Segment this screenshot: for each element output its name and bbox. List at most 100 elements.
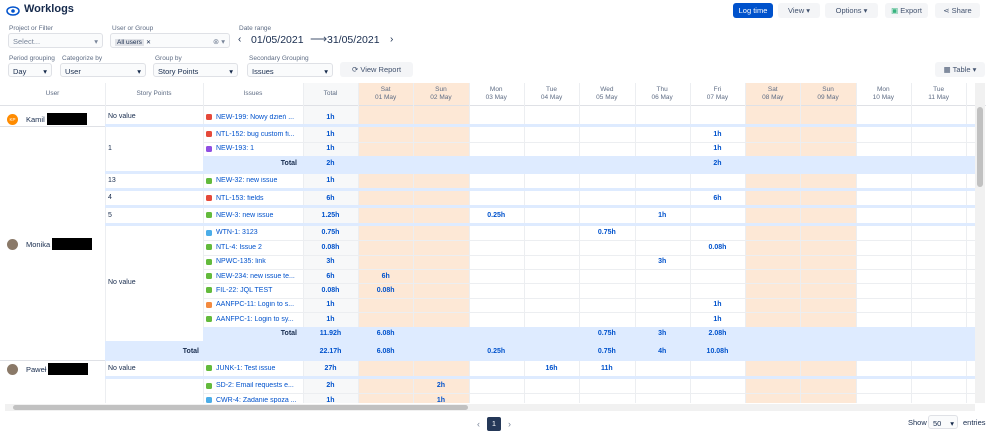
day-value: 16h [545,364,558,372]
secondary-select[interactable]: Issues ▾ [247,63,333,77]
day-value: 6h [713,194,722,202]
day-header: Sat [767,86,778,93]
total-value: 1h [326,177,335,185]
issue-icon [206,177,212,184]
group-select[interactable]: Story Points ▾ [153,63,238,77]
entries-select[interactable]: 50 ▾ [928,415,958,429]
issue-link[interactable]: WTN-1: 3123 [216,229,258,237]
log-time-button[interactable]: Log time [733,3,773,18]
issue-link[interactable]: SD-2: Email requests e... [216,382,294,390]
day-value: 2h [436,382,446,390]
period-select[interactable]: Day ▾ [8,63,52,77]
next-page[interactable]: › [508,419,511,429]
issue-link[interactable]: NPWC-135: link [216,258,266,266]
story-points: 13 [108,176,116,184]
day-value: 0.08h [376,286,395,294]
value: Day [13,67,27,76]
share-button[interactable]: ⋖ Share [935,3,980,18]
issue-icon [206,397,212,403]
group-band [105,188,975,191]
avatar [7,364,18,376]
column-border [523,83,525,403]
issue-link[interactable]: NTL-4: Issue 2 [216,243,262,251]
issue-link[interactable]: NEW-193: 1 [216,145,254,153]
label: View [788,6,805,15]
label: Group by [155,55,182,62]
issue-link[interactable]: NEW-199: Nowy dzień ... [216,113,295,121]
group-band [105,358,975,362]
issue-link[interactable]: CWR-4: Zadanie spoza ... [216,396,297,403]
day-value: 1h [436,396,446,403]
issue-icon [206,244,212,251]
day-value: 0.08h [708,243,727,251]
export-button[interactable]: ▣ Export [885,3,928,18]
label: Date range [239,25,272,32]
row-border [203,297,975,299]
column-border [579,83,581,403]
user-border [0,360,105,362]
total-value: 0.08h [321,243,340,251]
prev-arrow[interactable]: ‹ [238,34,242,45]
total-value: 1h [326,145,335,153]
column-border [105,83,106,403]
group-band [105,341,975,344]
horizontal-scrollbar[interactable] [5,404,975,411]
vertical-scrollbar[interactable] [975,83,985,403]
page-button[interactable]: 1 [487,417,501,431]
issue-icon [206,131,212,138]
issue-link[interactable]: FIL-22: JQL TEST [216,286,273,294]
row-border [203,240,975,242]
issue-link[interactable]: JUNK-1: Test issue [216,364,276,372]
issue-link[interactable]: NEW-3: new issue [216,211,274,219]
row-border [203,141,975,143]
day-header: Wed [600,86,614,93]
day-header: Mon [489,86,503,93]
total-label: Total [280,159,297,167]
day-value: 1h [658,211,667,219]
column-border [911,83,912,403]
day-header: 11 May [928,94,950,101]
label: Period grouping [9,55,55,62]
next-arrow[interactable]: › [390,34,394,45]
issue-link[interactable]: NEW-32: new issue [216,177,278,185]
issue-link[interactable]: AANFPC-1: Login to sy... [216,315,294,323]
total-value: 6h [326,194,335,202]
issue-link[interactable]: NTL-153: fields [216,194,264,202]
day-header: Thu [656,86,668,93]
logo [6,6,20,16]
day-header: 07 May [706,94,729,101]
day-header: Tue [546,86,558,93]
day-value: 0.25h [487,211,506,219]
total-value: 0.75h [321,229,340,237]
categorize-select[interactable]: User ▾ [60,63,146,77]
day-value: 2h [713,159,722,167]
issue-link[interactable]: NTL-152: bug custom fi... [216,130,295,138]
project-select[interactable]: Select... ▾ [8,33,103,48]
header-border [0,105,986,106]
column-border [745,83,747,403]
date-to[interactable]: 31/05/2021 [327,34,380,46]
table-button[interactable]: ▦ Table ▾ [935,62,985,77]
day-value: 0.75h [597,330,616,338]
issue-link[interactable]: NEW-234: new issue te... [216,272,295,280]
view-button[interactable]: View ▾ [778,3,820,18]
label: User or Group [112,25,154,32]
group-band [105,170,975,174]
day-value: 6.08h [376,347,395,355]
prev-page[interactable]: ‹ [477,419,480,429]
label: Secondary Grouping [249,55,309,62]
issue-icon [206,316,212,323]
column-border [966,83,968,403]
date-from[interactable]: 01/05/2021 [251,34,304,46]
issue-link[interactable]: AANFPC-11: Login to s... [216,301,295,309]
issue-icon [206,114,212,120]
options-button[interactable]: Options ▾ [825,3,878,18]
column-header: Issues [243,90,263,97]
story-points: No value [108,364,136,372]
group-band [105,375,975,379]
avatar [7,239,18,251]
row-border [203,283,975,285]
user-select[interactable]: All users ✕ ⊗ ▾ [110,33,230,48]
view-report-button[interactable]: ⟳ View Report [340,62,413,77]
day-header: 10 May [872,94,894,101]
